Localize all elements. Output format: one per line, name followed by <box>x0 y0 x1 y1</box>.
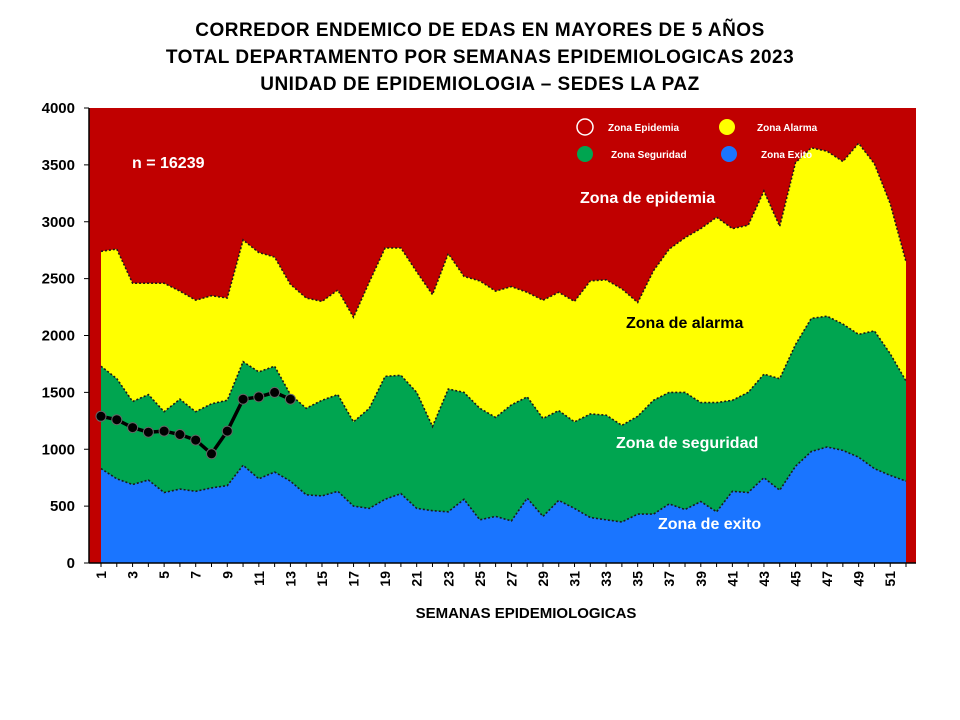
legend-marker-exito <box>721 146 737 162</box>
threshold-line-zona-alarma <box>100 142 907 320</box>
observed-point-week-6 <box>174 429 186 440</box>
zone-label-exito: Zona de exito <box>658 516 761 533</box>
x-axis-title: SEMANAS EPIDEMIOLOGICAS <box>416 605 637 622</box>
x-tick-label: 13 <box>282 571 298 587</box>
y-tick-label: 4000 <box>42 100 75 117</box>
legend: Zona Epidemia Zona Alarma Zona Seguridad… <box>576 118 818 162</box>
x-tick-label: 43 <box>756 571 772 587</box>
observed-point-week-5 <box>158 425 170 437</box>
x-tick-label: 47 <box>819 571 835 587</box>
observed-point-week-13 <box>284 393 296 405</box>
legend-label-epidemia: Zona Epidemia <box>608 123 680 134</box>
x-tick-label: 37 <box>661 571 677 587</box>
legend-marker-seguridad <box>577 146 593 162</box>
observed-point-week-2 <box>111 414 123 426</box>
x-tick-label: 41 <box>724 571 740 587</box>
y-tick-label: 3500 <box>42 157 75 174</box>
x-tick-label: 39 <box>693 571 709 587</box>
legend-label-alarma: Zona Alarma <box>757 123 818 134</box>
x-tick-label: 31 <box>567 571 583 587</box>
legend-marker-epidemia <box>576 118 594 136</box>
x-tick-label: 19 <box>377 571 393 587</box>
x-tick-label: 33 <box>598 571 614 587</box>
legend-label-exito: Zona Exito <box>761 150 812 161</box>
observed-point-week-4 <box>142 426 154 438</box>
observed-point-week-3 <box>127 422 139 434</box>
threshold-line-zona-exito <box>100 446 907 523</box>
x-tick-label: 51 <box>882 571 898 587</box>
sample-size-label: n = 16239 <box>132 155 205 172</box>
x-tick-label: 1 <box>93 571 109 579</box>
x-tick-label: 27 <box>503 571 519 587</box>
x-tick-label: 7 <box>188 571 204 579</box>
observed-point-week-9 <box>221 425 233 437</box>
chart-title-line1: CORREDOR ENDEMICO DE EDAS EN MAYORES DE … <box>195 20 765 41</box>
observed-point-week-7 <box>190 434 202 446</box>
observed-point-week-12 <box>269 386 281 398</box>
x-tick-label: 21 <box>409 571 425 587</box>
x-tick-label: 29 <box>535 571 551 587</box>
observed-point-week-1 <box>95 410 107 422</box>
zone-label-epidemia: Zona de epidemia <box>580 190 715 207</box>
y-tick-label: 0 <box>67 555 75 572</box>
observed-point-week-8 <box>206 448 217 460</box>
legend-marker-alarma <box>719 119 735 135</box>
x-tick-label: 49 <box>851 571 867 587</box>
x-tick-label: 3 <box>125 571 141 579</box>
chart-title-line2: TOTAL DEPARTAMENTO POR SEMANAS EPIDEMIOL… <box>165 47 795 68</box>
y-tick-label: 500 <box>50 498 75 515</box>
y-tick-label: 2000 <box>42 328 75 345</box>
zone-label-seguridad: Zona de seguridad <box>616 435 758 452</box>
x-tick-label: 17 <box>346 571 362 587</box>
y-tick-label: 1000 <box>42 441 75 458</box>
y-tick-label: 3000 <box>42 214 75 231</box>
zone-label-alarma: Zona de alarma <box>626 315 743 332</box>
x-tick-label: 35 <box>630 571 646 587</box>
x-tick-label: 45 <box>788 571 804 587</box>
x-tick-label: 15 <box>314 571 330 587</box>
observed-point-week-11 <box>253 391 265 403</box>
zone-area-exito <box>101 447 906 563</box>
x-tick-label: 25 <box>472 571 488 587</box>
y-tick-label: 1500 <box>42 384 75 401</box>
x-tick-label: 5 <box>156 571 172 579</box>
observed-point-week-10 <box>237 393 249 405</box>
chart-title-line3: UNIDAD DE EPIDEMIOLOGIA – SEDES LA PAZ <box>260 74 700 95</box>
legend-label-seguridad: Zona Seguridad <box>611 150 687 161</box>
y-tick-label: 2500 <box>42 271 75 288</box>
x-tick-label: 23 <box>440 571 456 587</box>
x-tick-label: 11 <box>251 571 267 586</box>
x-tick-label: 9 <box>219 571 235 579</box>
